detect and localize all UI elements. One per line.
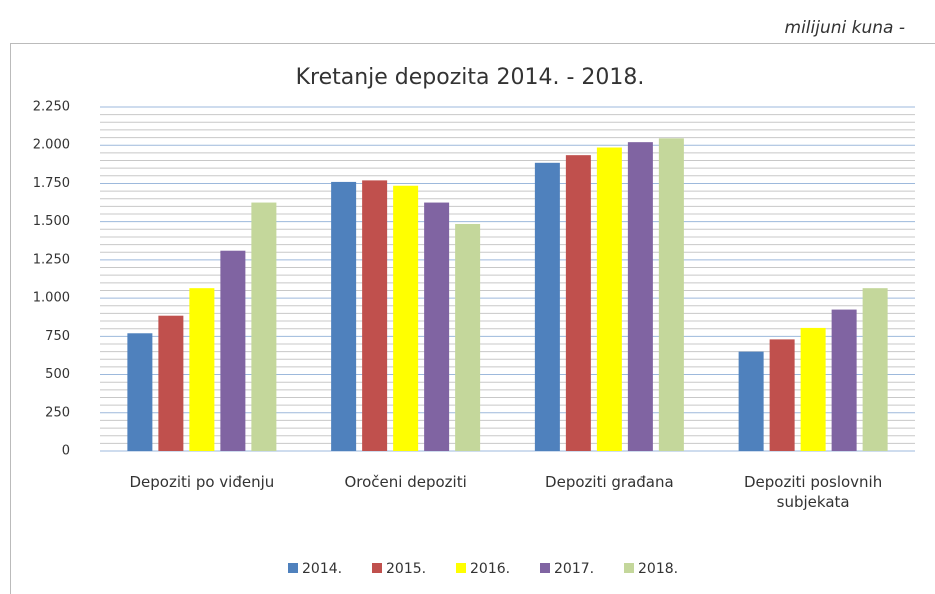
x-tick-label: Depoziti građana xyxy=(545,473,674,491)
x-tick-label: Oročeni depoziti xyxy=(344,473,467,491)
unit-note: milijuni kuna - xyxy=(785,18,905,38)
legend-label: 2018. xyxy=(638,561,678,577)
chart-frame xyxy=(10,43,935,594)
bar xyxy=(362,180,388,452)
y-tick-label: 2.250 xyxy=(33,100,70,115)
bar xyxy=(596,147,622,451)
y-tick-label: 0 xyxy=(62,444,70,459)
y-tick-label: 250 xyxy=(45,405,70,420)
y-tick-label: 1.250 xyxy=(33,252,70,267)
legend-swatch xyxy=(372,563,382,573)
bar xyxy=(862,288,888,451)
x-tick-label: Depoziti po viđenju xyxy=(129,473,275,491)
y-tick-label: 1.750 xyxy=(33,176,70,191)
bar xyxy=(393,185,419,451)
bar xyxy=(627,142,653,452)
bar xyxy=(534,162,560,451)
bar xyxy=(424,202,450,451)
y-tick-label: 2.000 xyxy=(33,138,70,153)
legend-swatch xyxy=(624,563,634,573)
bar xyxy=(220,250,246,451)
bar xyxy=(189,288,215,451)
x-tick-label: Depoziti poslovnih subjekata xyxy=(743,473,883,511)
bar xyxy=(331,181,357,451)
legend-label: 2017. xyxy=(554,561,594,577)
bar xyxy=(127,333,153,451)
bar xyxy=(769,339,795,451)
legend-label: 2014. xyxy=(302,561,342,577)
bar xyxy=(831,309,857,451)
bar xyxy=(455,223,481,451)
legend-label: 2016. xyxy=(470,561,510,577)
bar xyxy=(565,155,591,451)
legend-label: 2015. xyxy=(386,561,426,577)
chart-title: Kretanje depozita 2014. - 2018. xyxy=(296,65,645,90)
bar xyxy=(800,327,826,451)
bar xyxy=(658,138,684,451)
y-tick-label: 1.000 xyxy=(33,291,70,306)
y-tick-label: 500 xyxy=(45,367,70,382)
y-tick-label: 750 xyxy=(45,329,70,344)
bar xyxy=(158,315,184,451)
y-tick-label: 1.500 xyxy=(33,214,70,229)
bar xyxy=(738,351,764,451)
legend-swatch xyxy=(540,563,550,573)
legend-swatch xyxy=(288,563,298,573)
bar xyxy=(251,202,277,451)
legend-swatch xyxy=(456,563,466,573)
